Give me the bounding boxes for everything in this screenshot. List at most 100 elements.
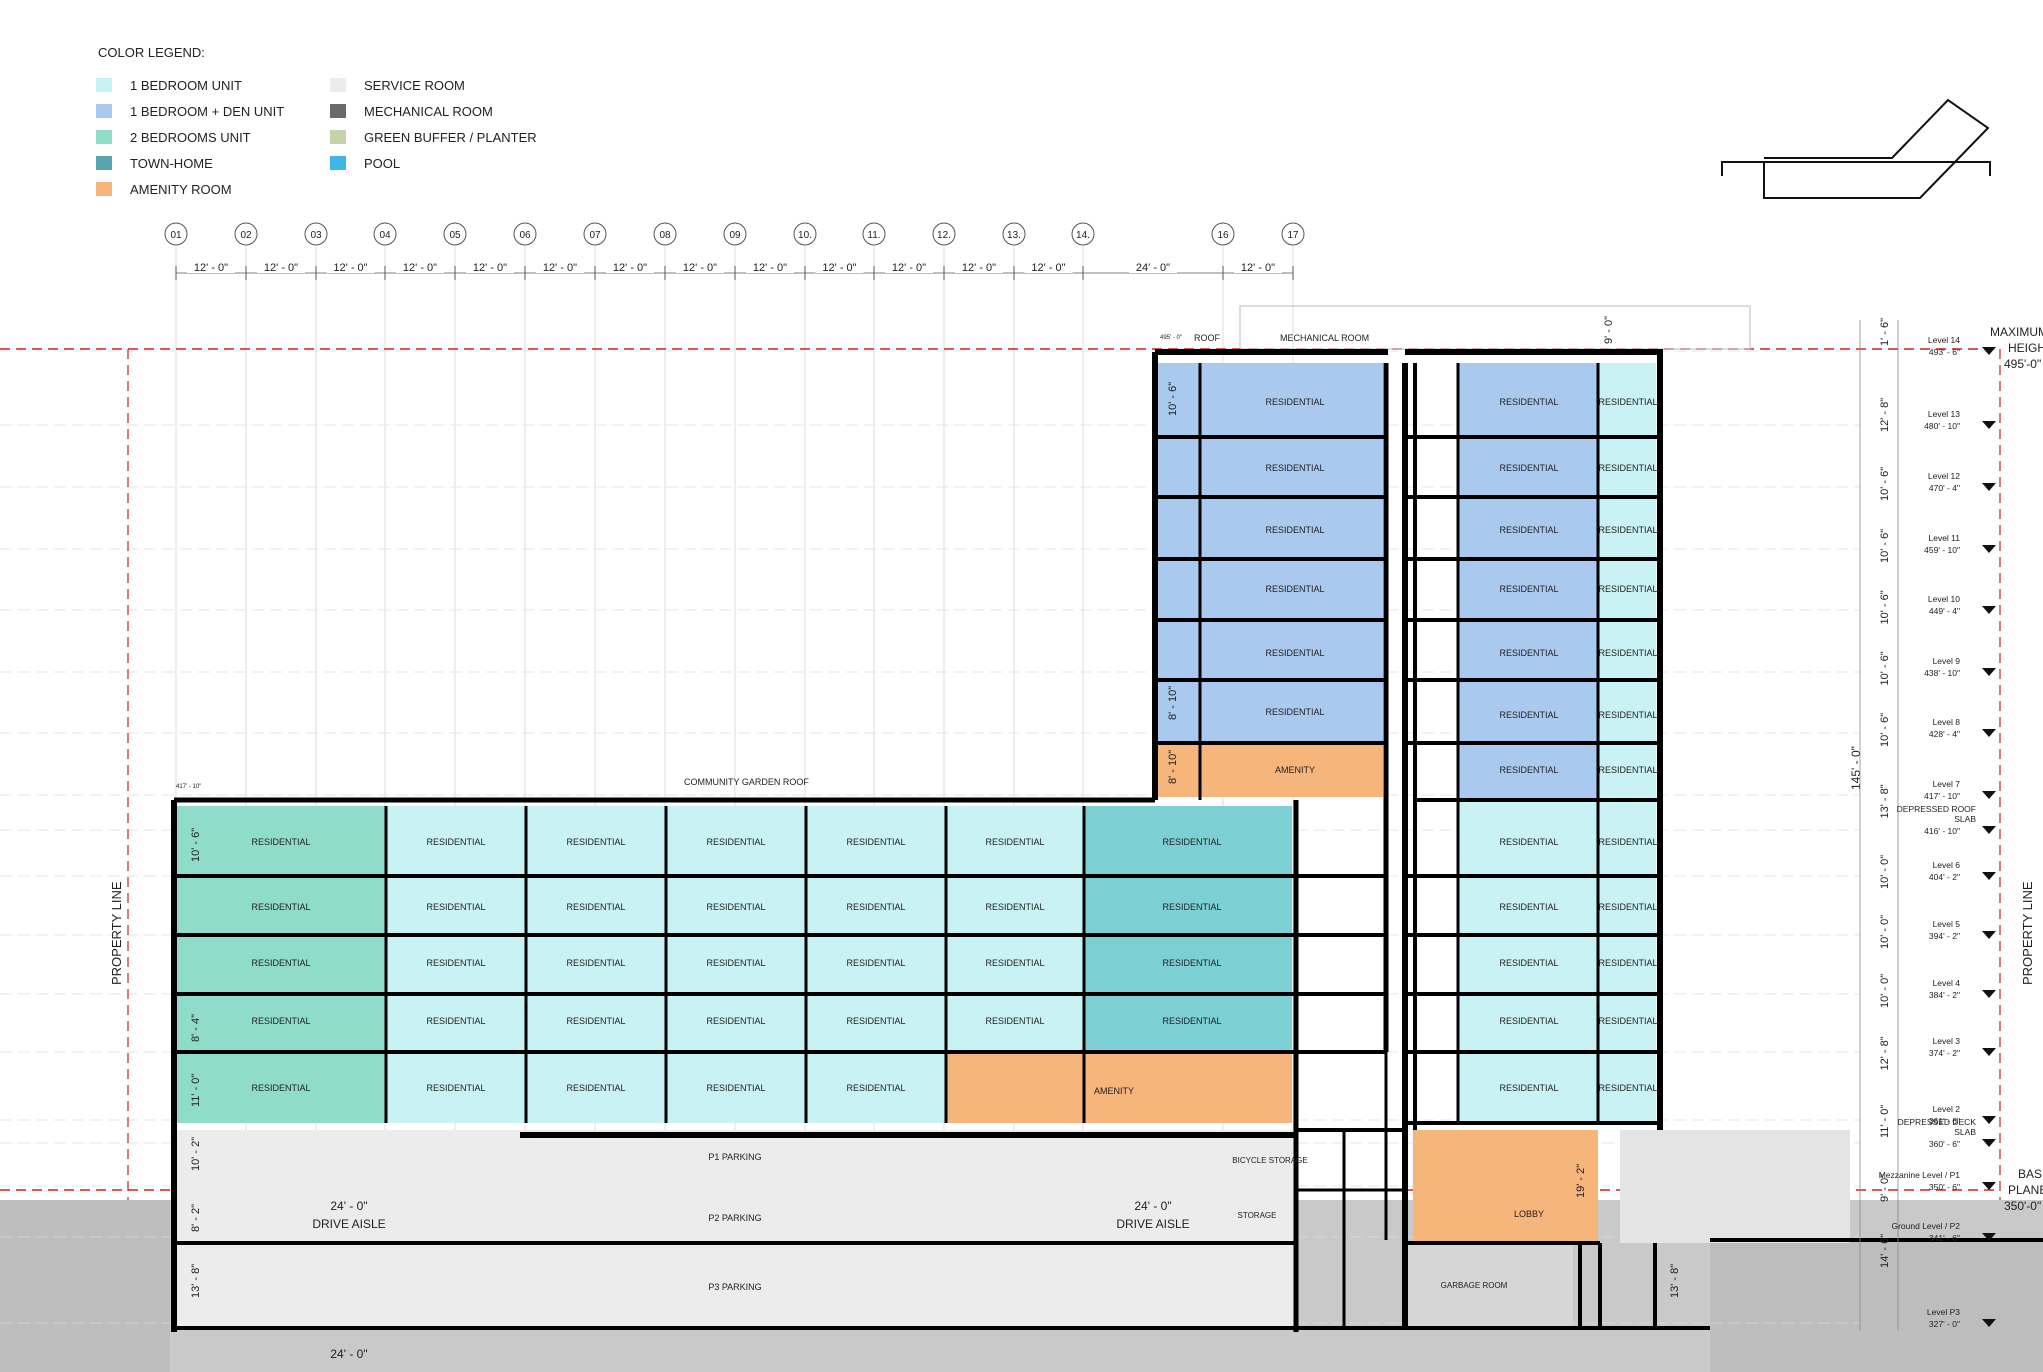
level-marker-icon (1982, 990, 1996, 998)
level-marker-icon (1982, 1139, 1996, 1147)
level-elevation: 417' - 10" (1924, 791, 1960, 801)
tower-east-unit (1598, 363, 1656, 437)
level-elevation: 374' - 2" (1929, 1048, 1960, 1058)
tower-east-unit (1458, 437, 1598, 497)
room-label: RESIDENTIAL (1162, 837, 1221, 847)
room-label: RESIDENTIAL (1598, 958, 1657, 968)
podium-unit (526, 994, 666, 1052)
room-label: RESIDENTIAL (1162, 902, 1221, 912)
podium-unit (386, 1052, 526, 1123)
base-plane-label-3: 350'-0" (2004, 1199, 2041, 1213)
grid-bubble (1211, 222, 1235, 246)
level-marker-icon (1982, 1116, 1996, 1124)
grid-bubble-label: 06 (519, 230, 531, 241)
tower-east-unit (1458, 994, 1598, 1052)
room-label: RESIDENTIAL (1499, 765, 1558, 775)
tower-east-unit (1598, 800, 1656, 876)
grid-dimension: 12' - 0" (683, 262, 717, 274)
floor-height-dim: 13' - 8" (190, 1264, 202, 1298)
room-label: RESIDENTIAL (1162, 958, 1221, 968)
level-name: Level 2 (1933, 1104, 1961, 1114)
right-dimension: 11' - 0" (1879, 1105, 1891, 1138)
structure (171, 349, 2043, 1332)
room-label: RESIDENTIAL (426, 1083, 485, 1093)
room-label: RESIDENTIAL (251, 958, 310, 968)
grid-dim-bg (466, 260, 514, 273)
level-elevation: 470' - 4" (1929, 483, 1960, 493)
level-marker-icon (1982, 872, 1996, 880)
room-label: RESIDENTIAL (985, 902, 1044, 912)
room-label: RESIDENTIAL (846, 1016, 905, 1026)
grid-dimension: 12' - 0" (194, 262, 228, 274)
property-line-right-label: PROPERTY LINE (2020, 881, 2035, 985)
level-marker-icon (1982, 791, 1996, 799)
tower-unit (1158, 559, 1383, 620)
grid-bubble-label: 03 (310, 230, 322, 241)
level-marker-icon (1982, 347, 1996, 355)
podium-unit (176, 876, 386, 935)
grid-dimension: 12' - 0" (403, 262, 437, 274)
floor-height-dim: 11' - 0" (190, 1074, 202, 1107)
grid-bubble-label: 16 (1217, 230, 1229, 241)
level-marker-icon (1982, 606, 1996, 614)
grid-bubble-label: 05 (449, 230, 461, 241)
p3-parking-area (176, 1243, 1296, 1328)
podium-unit (526, 1052, 666, 1123)
podium-unit (666, 1052, 806, 1123)
grid-dimension: 12' - 0" (473, 262, 507, 274)
base-plane-label-2: PLANE (2008, 1183, 2043, 1197)
podium-unit (1084, 806, 1292, 876)
tower-east-unit (1598, 876, 1656, 935)
room-label: RESIDENTIAL (1598, 463, 1657, 473)
level-name: Level 9 (1933, 656, 1961, 666)
level-name: Mezzanine Level / P1 (1879, 1170, 1961, 1180)
grid-bubble-label: 07 (589, 230, 601, 241)
legend-label: AMENITY ROOM (130, 182, 232, 197)
podium-unit (386, 806, 526, 876)
grid-dim-bg (1234, 260, 1282, 273)
right-dimension: 13' - 8" (1879, 784, 1891, 818)
podium-unit (806, 876, 946, 935)
ground-fill-left (0, 1200, 170, 1372)
room-label: RESIDENTIAL (426, 837, 485, 847)
garbage-room-area (1403, 1243, 1573, 1328)
right-dimension: 10' - 6" (1879, 529, 1891, 563)
grid-bubble-label: 13. (1007, 230, 1021, 241)
grid-bubble (164, 222, 188, 246)
tower-east-unit (1458, 876, 1598, 935)
room-label: RESIDENTIAL (1265, 648, 1324, 658)
podium-unit (946, 806, 1084, 876)
room-label: RESIDENTIAL (706, 837, 765, 847)
tower-east-unit (1598, 497, 1656, 559)
amenity-label: AMENITY (1094, 1086, 1134, 1096)
level-elevation: 438' - 10" (1924, 668, 1960, 678)
grid-dim-bg (396, 260, 444, 273)
level-elevation: 350' - 6" (1929, 1182, 1960, 1192)
room-label: RESIDENTIAL (985, 1016, 1044, 1026)
level-elevation: 394' - 2" (1929, 931, 1960, 941)
grid-bubble (932, 222, 956, 246)
level-marker-icon (1982, 1233, 1996, 1241)
tower-unit (1158, 743, 1383, 797)
level-name: Level 6 (1933, 860, 1961, 870)
level-name: Level 5 (1933, 919, 1961, 929)
room-label: RESIDENTIAL (706, 1016, 765, 1026)
level-elevation: 459' - 10" (1924, 545, 1960, 555)
entrance-canopy-area (1620, 1130, 1850, 1243)
legend-label: POOL (364, 156, 400, 171)
grid-bubble (862, 222, 886, 246)
level-marker-icon (1982, 826, 1996, 834)
grid-bubble-label: 02 (240, 230, 252, 241)
legend-title: COLOR LEGEND: (98, 45, 205, 60)
grid-bubble (1071, 222, 1095, 246)
drive-aisle-label: DRIVE AISLE (1116, 1217, 1189, 1231)
room-label: RESIDENTIAL (426, 1016, 485, 1026)
room-label: RESIDENTIAL (1162, 1016, 1221, 1026)
podium-unit (176, 935, 386, 994)
grid-bubble (583, 222, 607, 246)
room-label: RESIDENTIAL (706, 902, 765, 912)
podium-unit (666, 994, 806, 1052)
legend-label: SERVICE ROOM (364, 78, 465, 93)
right-dimension: 10' - 0" (1879, 855, 1891, 889)
